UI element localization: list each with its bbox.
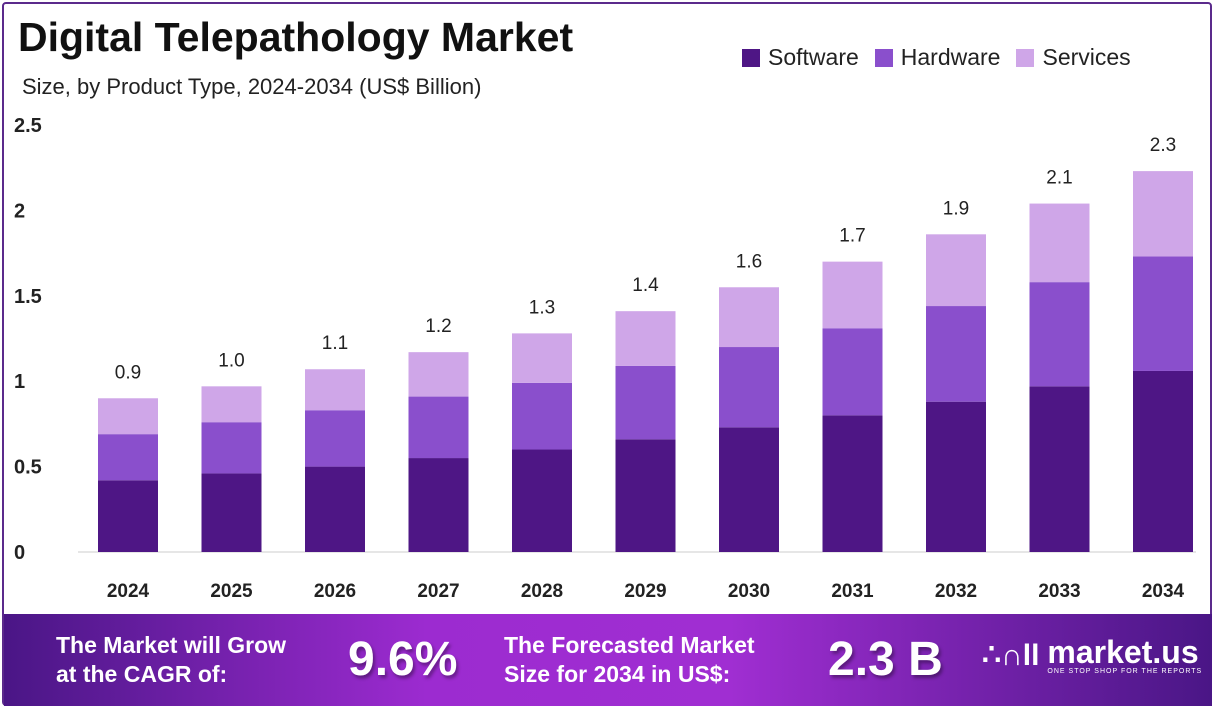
x-tick-label: 2024 [107, 581, 150, 602]
forecast-value: 2.3 B [828, 633, 943, 686]
legend-label: Software [768, 44, 859, 70]
bar-segment-software [512, 449, 572, 552]
bar-segment-services [1029, 203, 1090, 283]
bar-chart: 0 0.5 1 1.5 2 2.5 0.9 2024 1.0 2025 1.1 2026 1.2 2027… [14, 115, 1196, 602]
total-label: 1.2 [425, 316, 451, 337]
x-tick-label: 2030 [728, 581, 770, 602]
bar-segment-software [719, 427, 779, 552]
bar-segment-software [305, 466, 365, 552]
bar-segment-software [1133, 370, 1193, 552]
bar-segment-hardware [926, 306, 986, 402]
bar-segment-software [408, 458, 469, 552]
bar-segment-services [512, 333, 572, 383]
total-label: 1.0 [218, 350, 244, 371]
legend-item-software: Software [742, 44, 859, 71]
legend-label: Hardware [900, 44, 1001, 70]
legend: Software Hardware Services [742, 44, 1131, 71]
logo-name: market.us [1047, 634, 1199, 670]
x-tick-label: 2031 [831, 581, 874, 602]
total-label: 1.9 [943, 198, 969, 219]
bar-segment-services [1133, 171, 1193, 257]
bar-segment-hardware [719, 347, 779, 428]
legend-label: Services [1042, 44, 1131, 70]
total-label: 0.9 [115, 362, 141, 383]
bar-segment-software [926, 401, 986, 552]
chart-subtitle: Size, by Product Type, 2024-2034 (US$ Bi… [22, 74, 482, 99]
total-label: 1.7 [839, 226, 865, 247]
legend-swatch-software [742, 48, 760, 67]
y-tick-label: 2.5 [14, 115, 42, 137]
forecast-label-line2: Size for 2034 in US$: [504, 661, 731, 687]
bar-segment-services [926, 234, 986, 307]
y-tick-label: 1 [14, 371, 25, 393]
total-label: 1.4 [632, 275, 659, 296]
legend-swatch-hardware [874, 48, 893, 67]
cagr-label: The Market will Grow at the CAGR of: [56, 631, 286, 689]
bar-segment-hardware [408, 396, 469, 459]
bar-segment-software [201, 473, 262, 552]
legend-item-services: Services [1016, 44, 1131, 71]
x-tick-label: 2028 [521, 581, 563, 602]
bar-segment-software [98, 480, 158, 552]
bar-segment-services [408, 352, 469, 397]
bar-segment-hardware [615, 365, 676, 440]
bar-segment-software [822, 415, 883, 552]
bar-segment-services [719, 287, 779, 348]
y-tick-label: 1.5 [14, 286, 42, 308]
cagr-label-line1: The Market will Grow [56, 632, 287, 658]
bar-segment-services [98, 398, 158, 435]
total-label: 2.1 [1046, 168, 1072, 189]
x-tick-label: 2025 [210, 581, 253, 602]
total-label: 1.6 [736, 251, 762, 272]
x-tick-label: 2026 [314, 581, 356, 602]
x-tick-label: 2029 [624, 581, 666, 602]
cagr-value: 9.6% [348, 633, 458, 686]
y-tick-label: 0 [14, 542, 25, 564]
summary-banner: The Market will Grow at the CAGR of: 9.6%… [4, 614, 1212, 706]
legend-item-hardware: Hardware [874, 44, 1001, 71]
bar-segment-hardware [305, 410, 365, 467]
bar-segment-services [615, 311, 676, 366]
market-us-logo: ∴∩ll market.us ONE STOP SHOP FOR THE REPO… [982, 636, 1202, 675]
cagr-label-line2: at the CAGR of: [56, 661, 228, 687]
bar-segment-services [822, 261, 883, 329]
bar-segment-hardware [1133, 256, 1193, 371]
x-tick-label: 2033 [1038, 581, 1080, 602]
x-tick-label: 2032 [935, 581, 977, 602]
bar-segment-hardware [98, 434, 158, 481]
logo-mark-icon: ∴∩ll [982, 639, 1040, 672]
x-tick-label: 2027 [417, 581, 459, 602]
x-tick-label: 2034 [1142, 581, 1185, 602]
logo-tagline: ONE STOP SHOP FOR THE REPORTS [1047, 668, 1203, 675]
bar-segment-services [201, 386, 262, 423]
bar-segment-hardware [822, 328, 883, 416]
forecast-label: The Forecasted Market Size for 2034 in US… [504, 631, 755, 689]
total-label: 1.3 [529, 297, 555, 318]
bar-segment-hardware [1029, 282, 1090, 387]
bar-segment-hardware [512, 382, 572, 450]
total-label: 1.1 [322, 333, 348, 354]
bar-segment-hardware [201, 422, 262, 474]
y-tick-label: 0.5 [14, 457, 42, 479]
y-tick-label: 2 [14, 200, 25, 222]
total-label: 2.3 [1150, 135, 1176, 156]
chart-title: Digital Telepathology Market [18, 14, 574, 60]
forecast-label-line1: The Forecasted Market [504, 632, 755, 658]
bar-segment-software [1029, 386, 1090, 552]
bar-segment-services [305, 369, 365, 411]
legend-swatch-services [1016, 48, 1035, 67]
bar-segment-software [615, 439, 676, 552]
